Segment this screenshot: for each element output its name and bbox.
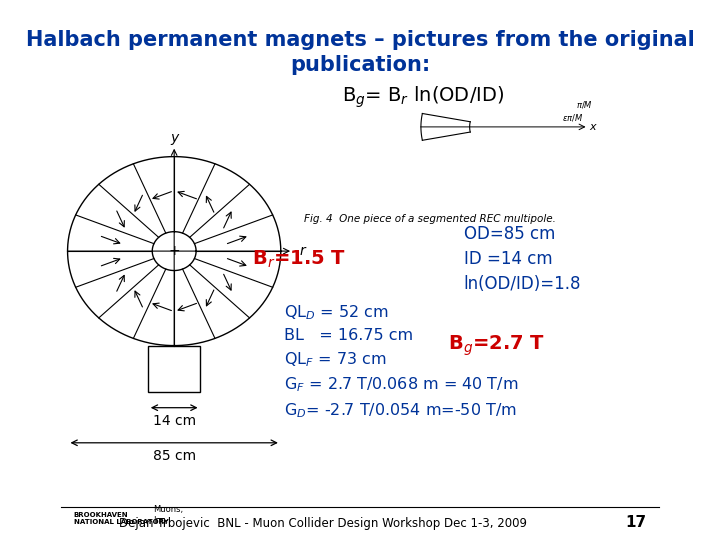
Text: QL$_D$ = 52 cm
BL   = 16.75 cm
QL$_F$ = 73 cm
G$_F$ = 2.7 T/0.068 m = 40 T/m
G$_: QL$_D$ = 52 cm BL = 16.75 cm QL$_F$ = 73… [284,303,518,420]
Text: BROOKHAVEN
NATIONAL LABORATORY: BROOKHAVEN NATIONAL LABORATORY [73,512,168,525]
Text: x: x [590,122,596,132]
Text: Fig. 4  One piece of a segmented REC multipole.: Fig. 4 One piece of a segmented REC mult… [304,214,556,224]
Text: r: r [300,244,305,258]
Text: Muons,
Inc.: Muons, Inc. [153,505,183,525]
Text: 85 cm: 85 cm [153,449,196,463]
Text: y: y [170,131,179,145]
Text: Dejan Trbojevic  BNL - Muon Collider Design Workshop Dec 1-3, 2009: Dejan Trbojevic BNL - Muon Collider Desi… [120,517,528,530]
Bar [148,346,200,392]
Text: $\pi$/$M$: $\pi$/$M$ [576,99,593,110]
Text: B$_g$= B$_r$ ln(OD/ID): B$_g$= B$_r$ ln(OD/ID) [342,84,504,110]
Text: OD=85 cm
ID =14 cm
ln(OD/ID)=1.8: OD=85 cm ID =14 cm ln(OD/ID)=1.8 [464,225,581,293]
Text: +: + [168,244,180,258]
Text: B$_r$=1.5 T: B$_r$=1.5 T [252,248,346,270]
Text: 14 cm: 14 cm [153,414,196,428]
Text: 17: 17 [625,515,647,530]
Text: B$_g$=2.7 T: B$_g$=2.7 T [449,333,546,358]
Text: Halbach permanent magnets – pictures from the original
publication:: Halbach permanent magnets – pictures fro… [26,30,694,75]
Text: $\varepsilon\pi$/$M$: $\varepsilon\pi$/$M$ [562,112,584,123]
